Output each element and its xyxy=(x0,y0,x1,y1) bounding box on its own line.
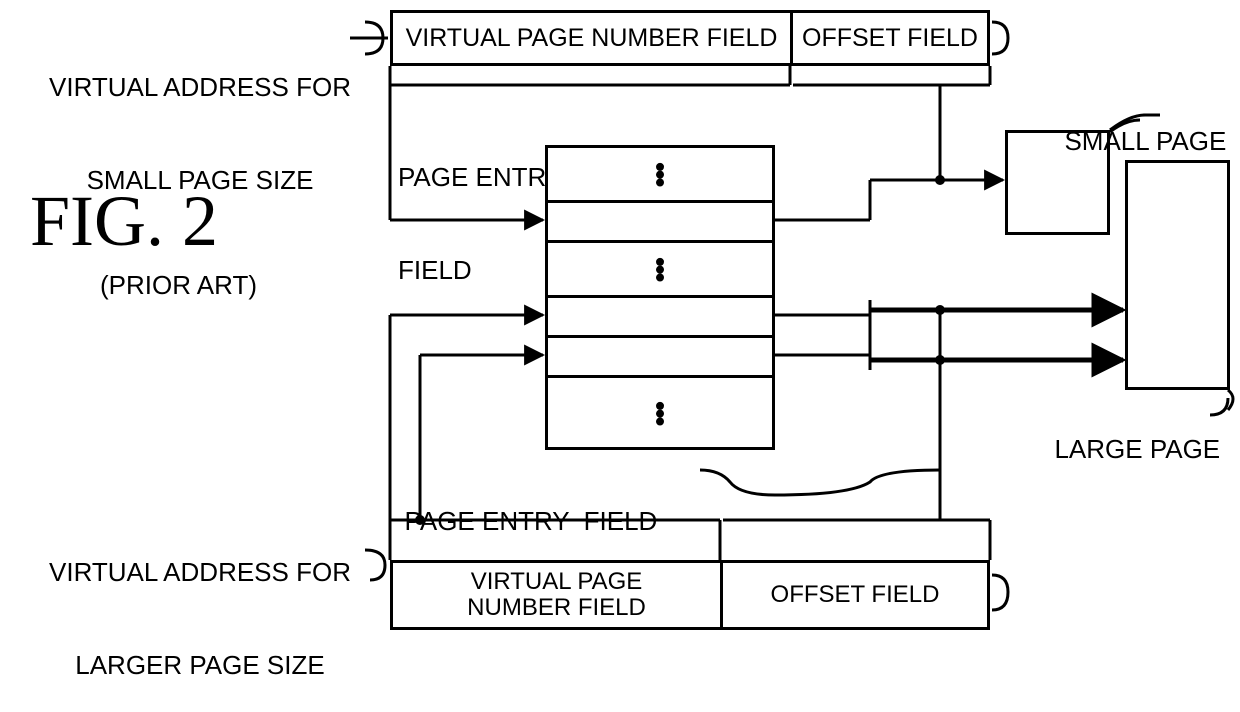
vpn-field-top: VIRTUAL PAGE NUMBER FIELD xyxy=(393,13,793,63)
table-row xyxy=(545,335,775,375)
top-address-box: VIRTUAL PAGE NUMBER FIELD OFFSET FIELD xyxy=(390,10,990,66)
fig-subtitle: (PRIOR ART) xyxy=(100,270,257,301)
va-large-line1: VIRTUAL ADDRESS FOR xyxy=(30,557,370,588)
page-entry-bottom-label: PAGE ENTRY FIELD xyxy=(390,475,657,537)
ellipsis-icon: ••• xyxy=(644,162,676,185)
page-entry-top-l1: PAGE ENTRY xyxy=(398,162,563,193)
table-row: ••• xyxy=(545,240,775,295)
table-row: ••• xyxy=(545,375,775,450)
page-entry-top-label: PAGE ENTRY FIELD xyxy=(398,100,563,317)
large-page-label: LARGE PAGE xyxy=(1040,403,1220,465)
va-large-label: VIRTUAL ADDRESS FOR LARGER PAGE SIZE xyxy=(30,495,370,712)
vpn-field-bottom: VIRTUAL PAGE NUMBER FIELD xyxy=(393,563,723,627)
table-row xyxy=(545,200,775,240)
offset-field-bottom: OFFSET FIELD xyxy=(723,563,987,627)
fig-title: FIG. 2 xyxy=(30,180,218,263)
va-small-line1: VIRTUAL ADDRESS FOR xyxy=(30,72,370,103)
offset-field-top: OFFSET FIELD xyxy=(793,13,987,63)
table-row: ••• xyxy=(545,145,775,200)
bottom-address-box: VIRTUAL PAGE NUMBER FIELD OFFSET FIELD xyxy=(390,560,990,630)
page-table: ••• ••• ••• xyxy=(545,145,775,450)
ellipsis-icon: ••• xyxy=(644,257,676,280)
large-page-box xyxy=(1125,160,1230,390)
small-page-label: SMALL PAGE xyxy=(1050,95,1226,157)
page-entry-top-l2: FIELD xyxy=(398,255,563,286)
table-row xyxy=(545,295,775,335)
ellipsis-icon: ••• xyxy=(644,401,676,424)
va-large-line2: LARGER PAGE SIZE xyxy=(30,650,370,681)
